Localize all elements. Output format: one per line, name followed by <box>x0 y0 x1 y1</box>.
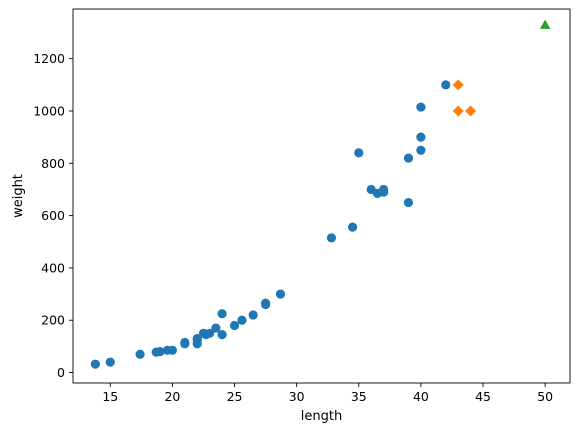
data-point <box>237 315 247 325</box>
data-point <box>354 148 364 158</box>
data-point <box>416 102 426 112</box>
data-point <box>379 184 389 195</box>
data-point <box>416 132 426 142</box>
y-tick-label: 0 <box>57 365 65 380</box>
x-tick-label: 30 <box>289 389 305 404</box>
data-point-diamond <box>465 105 477 117</box>
plot-frame <box>72 8 571 384</box>
data-point <box>441 80 451 90</box>
data-point <box>105 357 115 367</box>
y-tick-label: 400 <box>41 260 65 275</box>
data-point <box>211 323 221 333</box>
y-tick-label: 600 <box>41 208 65 223</box>
data-point <box>403 153 414 163</box>
x-tick-label: 45 <box>475 389 491 404</box>
y-tick-label: 800 <box>41 156 65 171</box>
data-point <box>229 320 240 331</box>
data-point-triangle <box>539 19 551 29</box>
x-tick-label: 25 <box>227 389 243 404</box>
x-tick-label: 15 <box>102 389 118 404</box>
data-point <box>205 328 215 338</box>
x-tick-label: 50 <box>537 389 553 404</box>
data-point-diamond <box>452 79 464 91</box>
x-tick-label: 20 <box>164 389 180 404</box>
x-tick-label: 35 <box>351 389 367 404</box>
data-point <box>260 298 271 308</box>
data-point <box>180 337 190 348</box>
y-tick-label: 1200 <box>33 51 65 66</box>
data-point <box>217 330 227 340</box>
data-point <box>217 309 227 319</box>
data-point <box>135 349 145 359</box>
data-point <box>192 335 202 345</box>
x-axis-label: length <box>301 409 342 424</box>
data-point <box>275 289 286 299</box>
data-point <box>347 222 358 232</box>
data-point-diamond <box>452 105 464 117</box>
data-point <box>416 145 426 155</box>
data-point <box>155 347 165 357</box>
y-tick-label: 200 <box>41 313 65 328</box>
data-point <box>90 359 100 369</box>
y-tick-label: 1000 <box>33 104 65 119</box>
x-tick-label: 40 <box>413 389 429 404</box>
data-point <box>326 233 337 243</box>
data-point <box>403 197 414 208</box>
data-points <box>90 19 551 369</box>
axis-ticks: 15 20 25 30 35 40 45 50 0 200 400 600 800 1000 1200 <box>33 51 553 404</box>
y-axis-label: weight <box>11 174 26 218</box>
plot-background <box>73 9 570 383</box>
data-point <box>248 310 258 320</box>
data-point <box>167 345 177 355</box>
